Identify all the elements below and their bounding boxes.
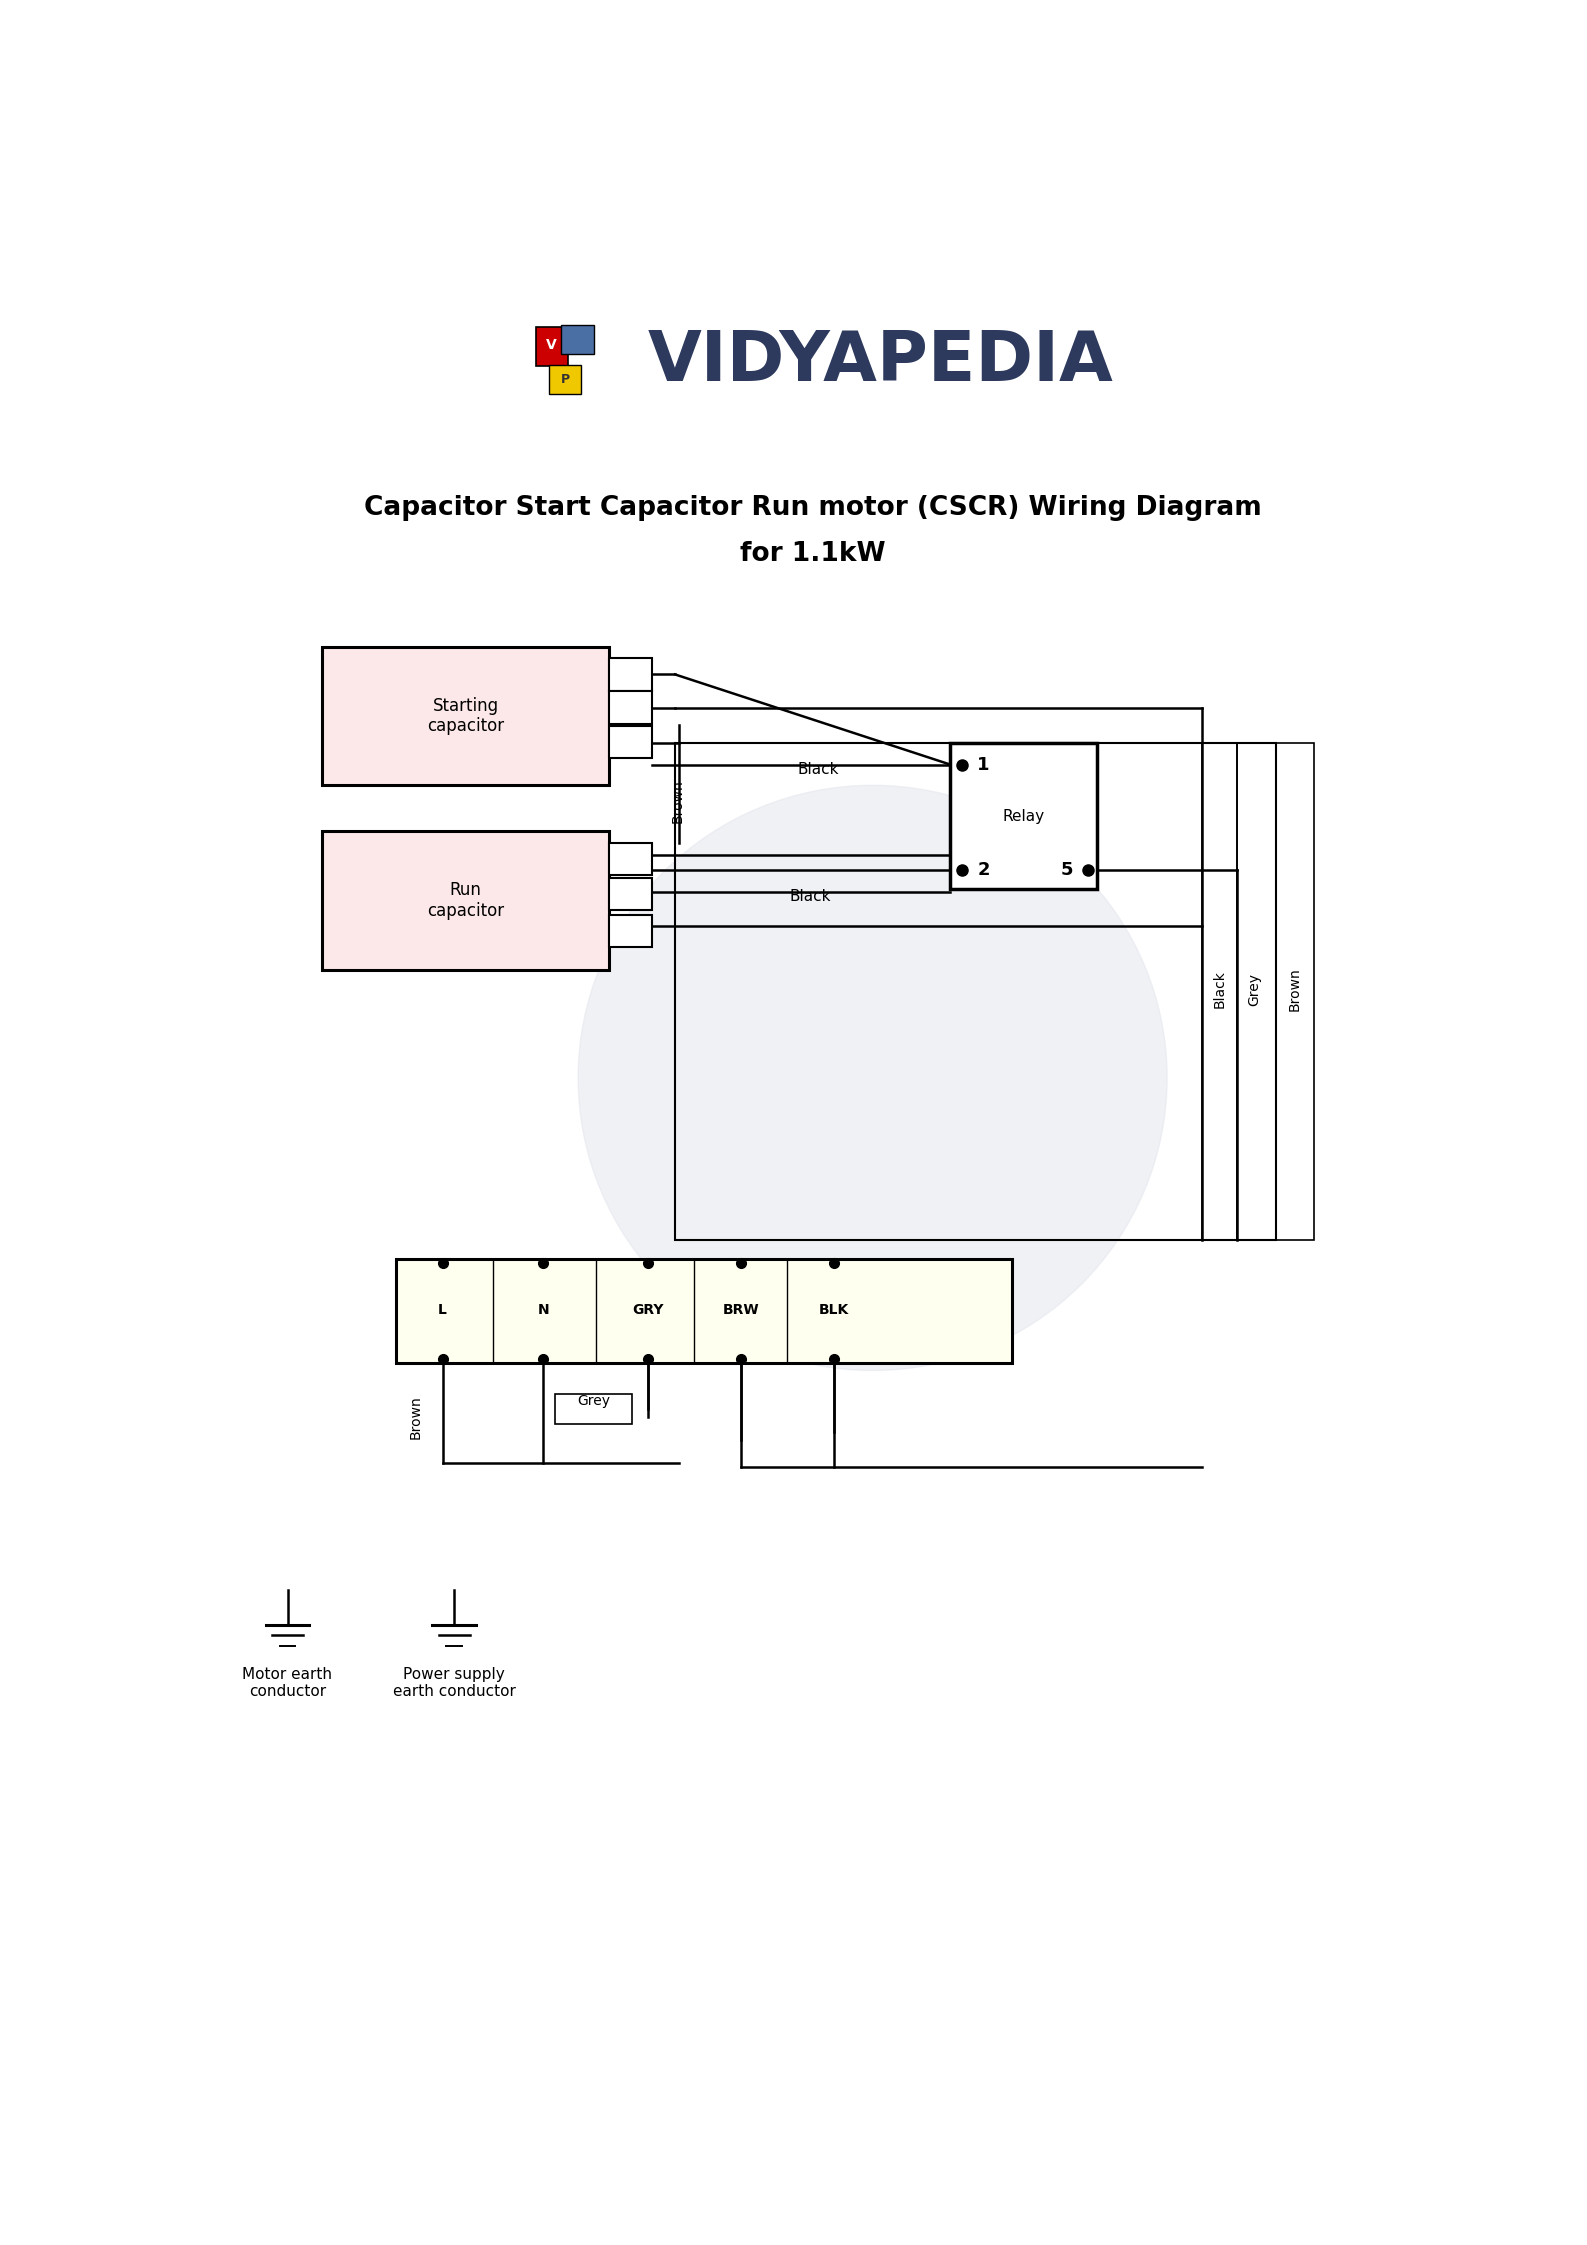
Text: Grey: Grey (578, 1394, 609, 1408)
Text: 2: 2 (978, 862, 990, 880)
Text: L: L (438, 1304, 448, 1318)
Text: Relay: Relay (1003, 808, 1044, 824)
Bar (555, 1394, 632, 1423)
Bar (549, 366, 581, 395)
Bar (609, 725, 652, 759)
Bar (535, 328, 568, 366)
Bar (562, 326, 594, 355)
Bar (1201, 743, 1236, 1239)
Text: Brown: Brown (408, 1394, 422, 1439)
Bar (397, 1259, 1013, 1363)
Bar (951, 743, 1097, 889)
Text: for 1.1kW: for 1.1kW (740, 541, 886, 568)
Text: Run
capacitor: Run capacitor (427, 882, 505, 920)
Text: Motor earth
conductor: Motor earth conductor (243, 1668, 333, 1699)
Text: 5: 5 (1062, 862, 1073, 880)
Bar (1236, 743, 1276, 1239)
Text: Capacitor Start Capacitor Run motor (CSCR) Wiring Diagram: Capacitor Start Capacitor Run motor (CSC… (363, 496, 1262, 521)
Text: GRY: GRY (632, 1304, 663, 1318)
Bar (609, 658, 652, 691)
Text: Brown: Brown (1289, 968, 1301, 1010)
Text: V: V (546, 337, 557, 352)
Bar (609, 691, 652, 723)
Text: P: P (560, 373, 570, 386)
Text: Starting
capacitor: Starting capacitor (427, 696, 505, 736)
Bar (322, 647, 609, 786)
Bar (609, 878, 652, 909)
Text: Power supply
earth conductor: Power supply earth conductor (392, 1668, 516, 1699)
Circle shape (578, 786, 1166, 1369)
Text: BRW: BRW (722, 1304, 759, 1318)
Text: 1: 1 (978, 757, 990, 775)
Text: Black: Black (798, 763, 840, 777)
Bar (1276, 743, 1314, 1239)
Bar (674, 743, 1276, 1239)
Bar (322, 831, 609, 970)
Text: BLK: BLK (819, 1304, 849, 1318)
Text: Brown: Brown (670, 779, 684, 822)
Bar (609, 914, 652, 947)
Text: Grey: Grey (1247, 972, 1262, 1006)
Text: Black: Black (790, 889, 832, 905)
Text: VIDYAPEDIA: VIDYAPEDIA (647, 328, 1112, 395)
Bar (609, 844, 652, 876)
Text: N: N (538, 1304, 549, 1318)
Text: Black: Black (1212, 970, 1227, 1008)
